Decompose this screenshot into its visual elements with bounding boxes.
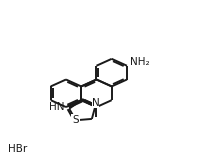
Text: S: S: [73, 115, 79, 125]
Text: N: N: [92, 98, 99, 108]
Text: HBr: HBr: [8, 144, 28, 154]
Text: HN: HN: [49, 102, 65, 112]
Text: NH₂: NH₂: [130, 57, 150, 67]
